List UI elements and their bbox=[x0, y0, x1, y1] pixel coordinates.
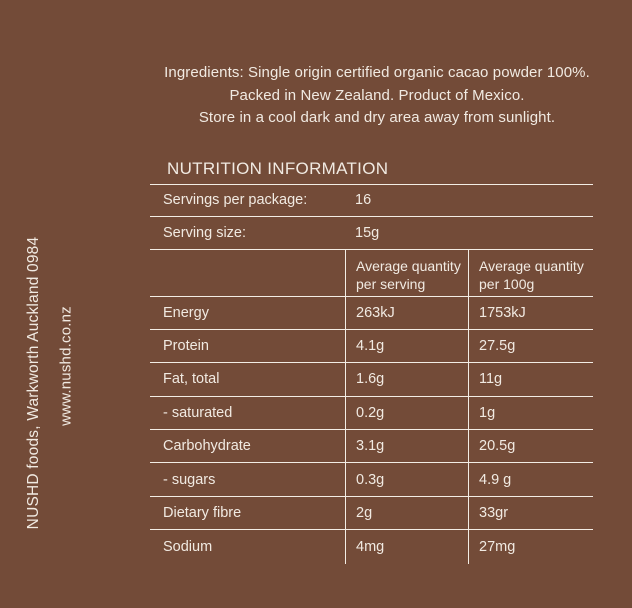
serving-size-value: 15g bbox=[355, 224, 380, 241]
value-per-serving: 0.3g bbox=[345, 463, 468, 496]
ingredients-line: Ingredients: Single origin certified org… bbox=[164, 64, 590, 81]
nutrient-name: Dietary fibre bbox=[163, 505, 242, 522]
table-row: Energy 263kJ 1753kJ bbox=[150, 296, 593, 330]
nutrient-name: Sodium bbox=[163, 538, 213, 555]
value-per-100g: 33gr bbox=[468, 496, 593, 530]
servings-per-package-label: Servings per package: bbox=[163, 192, 308, 209]
column-header-per-serving: Average quantity per serving bbox=[345, 249, 468, 296]
nutrient-name: Energy bbox=[163, 304, 209, 321]
value-per-serving: 0.2g bbox=[345, 396, 468, 430]
table-row: Fat, total 1.6g 11g bbox=[150, 363, 593, 397]
header-spacer-cell bbox=[150, 250, 345, 296]
value-per-100g: 27.5g bbox=[468, 329, 593, 363]
column-header-per-100g: Average quantity per 100g bbox=[468, 249, 593, 296]
origin-line: Packed in New Zealand. Product of Mexico… bbox=[229, 86, 525, 104]
value-per-serving: 4.1g bbox=[345, 329, 468, 363]
value-per-serving: 4mg bbox=[345, 530, 468, 564]
value-per-serving: 1.6g bbox=[345, 363, 468, 396]
website-url: www.nushd.co.nz bbox=[57, 306, 75, 426]
serving-size-label: Serving size: bbox=[163, 224, 247, 241]
column-header-row: Average quantity per serving Average qua… bbox=[150, 249, 593, 297]
nutrient-name: Carbohydrate bbox=[163, 438, 251, 455]
value-per-serving: 263kJ bbox=[345, 296, 468, 329]
table-row: Sodium 4mg 27mg bbox=[150, 530, 593, 564]
serving-size-row: Serving size: 15g bbox=[150, 217, 593, 250]
table-row: Carbohydrate 3.1g 20.5g bbox=[150, 430, 593, 464]
storage-line: Store in a cool dark and dry area away f… bbox=[198, 109, 556, 126]
nutrition-table: Servings per package: 16 Serving size: 1… bbox=[150, 184, 593, 564]
value-per-100g: 11g bbox=[468, 363, 593, 396]
value-per-100g: 1g bbox=[468, 396, 593, 430]
nutrient-name: Fat, total bbox=[163, 371, 220, 388]
value-per-serving: 2g bbox=[345, 496, 468, 530]
table-row: Dietary fibre 2g 33gr bbox=[150, 496, 593, 531]
value-per-100g: 4.9 g bbox=[468, 463, 593, 496]
nutrient-name: - sugars bbox=[163, 471, 216, 488]
table-row: Protein 4.1g 27.5g bbox=[150, 329, 593, 364]
value-per-100g: 27mg bbox=[468, 530, 593, 564]
servings-per-package-row: Servings per package: 16 bbox=[150, 185, 593, 217]
servings-per-package-value: 16 bbox=[355, 192, 372, 209]
ingredients-block: Ingredients: Single origin certified org… bbox=[122, 62, 632, 130]
value-per-100g: 1753kJ bbox=[468, 296, 593, 329]
value-per-100g: 20.5g bbox=[468, 430, 593, 463]
table-row: - saturated 0.2g 1g bbox=[150, 396, 593, 431]
nutrient-name: Protein bbox=[163, 338, 209, 355]
manufacturer-address: NUSHD foods, Warkworth Auckland 0984 bbox=[25, 236, 42, 530]
nutrition-title: NUTRITION INFORMATION bbox=[167, 159, 389, 178]
table-row: - sugars 0.3g 4.9 g bbox=[150, 463, 593, 497]
nutrient-name: - saturated bbox=[163, 404, 233, 421]
value-per-serving: 3.1g bbox=[345, 430, 468, 463]
